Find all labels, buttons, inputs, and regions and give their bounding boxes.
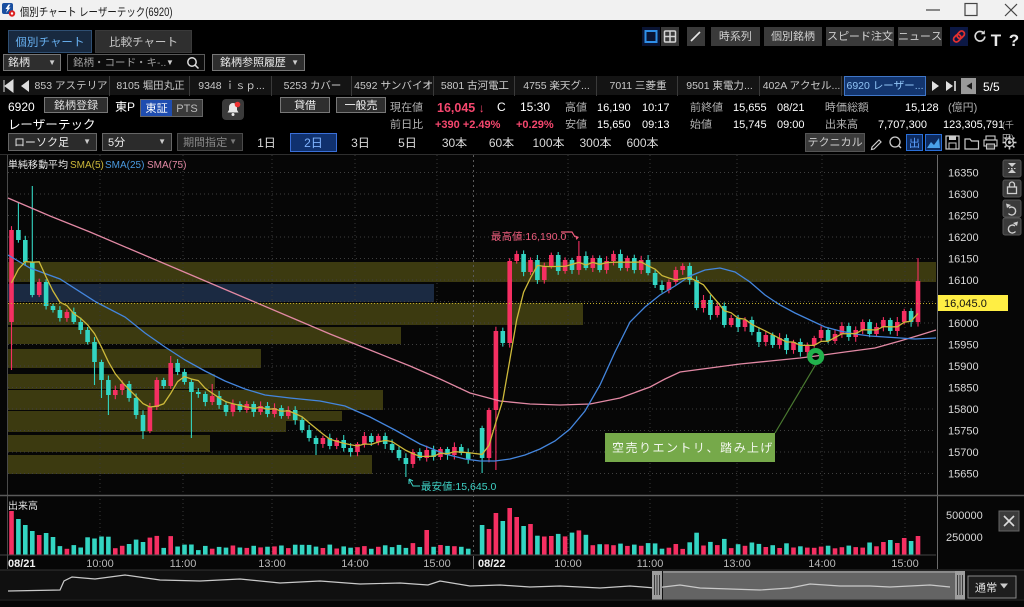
svg-text:14:00: 14:00 [341,555,369,571]
svg-text:SMA(75): SMA(75) [147,156,186,171]
svg-text:16300: 16300 [948,186,979,202]
svg-text:SMA(5): SMA(5) [70,156,104,171]
svg-text:出来高: 出来高 [8,497,38,512]
svg-text:16000: 16000 [948,315,979,331]
svg-text:14:00: 14:00 [808,555,836,571]
svg-text:通常: 通常 [975,580,997,596]
svg-text:16200: 16200 [948,229,979,245]
svg-text:15700: 15700 [948,444,979,460]
svg-text:16100: 16100 [948,272,979,288]
svg-text:単純移動平均: 単純移動平均 [8,156,68,171]
svg-text:10:00: 10:00 [86,555,114,571]
svg-text:15750: 15750 [948,423,979,439]
svg-text:16350: 16350 [948,165,979,181]
svg-text:最安値:15,645.0: 最安値:15,645.0 [421,479,496,494]
svg-text:15900: 15900 [948,358,979,374]
svg-text:15800: 15800 [948,401,979,417]
svg-text:15:00: 15:00 [891,555,919,571]
svg-text:16,045.0: 16,045.0 [944,295,987,311]
svg-text:08/22: 08/22 [478,555,506,571]
svg-text:SMA(25): SMA(25) [105,156,144,171]
svg-text:最高値:16,190.0: 最高値:16,190.0 [491,229,566,244]
svg-text:13:00: 13:00 [258,555,286,571]
svg-text:空売りエントリ、踏み上げ: 空売りエントリ、踏み上げ [612,439,774,456]
svg-text:08/21: 08/21 [8,555,36,571]
svg-text:15850: 15850 [948,380,979,396]
svg-text:16250: 16250 [948,208,979,224]
svg-text:出: 出 [909,135,920,151]
svg-text:15650: 15650 [948,466,979,482]
svg-text:10:00: 10:00 [554,555,582,571]
svg-text:15:00: 15:00 [423,555,451,571]
svg-text:13:00: 13:00 [723,555,751,571]
svg-text:11:00: 11:00 [637,555,664,571]
svg-text:15950: 15950 [948,337,979,353]
svg-text:11:00: 11:00 [170,555,197,571]
svg-text:500000: 500000 [946,507,983,523]
svg-text:16150: 16150 [948,251,979,267]
svg-text:250000: 250000 [946,529,983,545]
